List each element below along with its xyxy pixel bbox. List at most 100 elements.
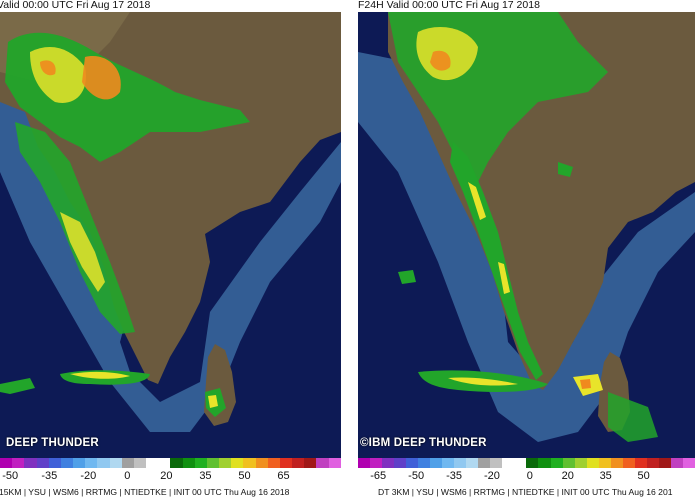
left-panel-title: Valid 00:00 UTC Fri Aug 17 2018	[0, 0, 151, 11]
colorbar-tick-label: -20	[80, 470, 97, 482]
left-colorbar-ticks: -50 -35 -20 0 20 35 50 65	[0, 470, 341, 482]
colorbar-tick-label: -35	[41, 470, 58, 482]
colorbar-tick-label: 0	[526, 470, 533, 482]
colorbar-swatch	[0, 458, 13, 468]
colorbar-swatch	[406, 458, 419, 468]
colorbar-swatch	[394, 458, 407, 468]
colorbar-swatch	[279, 458, 293, 468]
radar-echo-core-2	[430, 50, 451, 71]
right-radar-map	[358, 12, 695, 458]
colorbar-swatch	[158, 458, 171, 468]
colorbar-swatch	[243, 458, 256, 468]
radar-echo-coast-core-1	[468, 182, 486, 220]
radar-echo-sri-lanka-core	[580, 379, 591, 389]
colorbar-swatch	[622, 458, 635, 468]
colorbar-swatch	[133, 458, 147, 468]
colorbar-tick-label: -35	[446, 470, 462, 482]
colorbar-swatch	[231, 458, 244, 468]
colorbar-swatch	[292, 458, 305, 468]
colorbar-tick-label: -65	[370, 470, 387, 482]
panel-divider	[341, 0, 358, 500]
colorbar-swatch	[48, 458, 61, 468]
colorbar-swatch	[24, 458, 37, 468]
colorbar-swatch	[550, 458, 563, 468]
colorbar-swatch	[60, 458, 74, 468]
radar-echo-core-1	[416, 27, 478, 81]
colorbar-swatch	[526, 458, 539, 468]
colorbar-tick-label: 0	[124, 470, 131, 482]
radar-echo-offshore	[398, 270, 416, 284]
colorbar-tick-label: -20	[484, 470, 500, 482]
colorbar-tick-label: -50	[408, 470, 425, 482]
left-colorbar	[0, 458, 341, 468]
colorbar-swatch	[658, 458, 671, 468]
colorbar-swatch	[182, 458, 195, 468]
colorbar-swatch	[328, 458, 341, 468]
right-colorbar	[358, 458, 695, 468]
right-colorbar-ticks: -65 -50 -35 -20 0 20 35 50	[358, 470, 695, 482]
colorbar-tick-label: -50	[2, 470, 19, 482]
colorbar-tick-label: 20	[160, 470, 173, 482]
colorbar-swatch	[304, 458, 317, 468]
colorbar-swatch	[538, 458, 551, 468]
left-radar-map	[0, 12, 341, 458]
colorbar-swatch	[466, 458, 479, 468]
colorbar-swatch	[12, 458, 25, 468]
radar-echo-band-core	[448, 377, 518, 386]
left-forecast-panel: Valid 00:00 UTC Fri Aug 17 2018 DEEP THU…	[0, 0, 341, 500]
radar-echo-west-coast	[450, 142, 543, 380]
colorbar-swatch	[36, 458, 49, 468]
colorbar-swatch	[430, 458, 443, 468]
colorbar-swatch	[670, 458, 683, 468]
colorbar-swatch	[502, 458, 515, 468]
colorbar-tick-label: 35	[199, 470, 212, 482]
colorbar-swatch	[97, 458, 110, 468]
colorbar-swatch	[121, 458, 134, 468]
colorbar-swatch	[316, 458, 329, 468]
colorbar-swatch	[73, 458, 86, 468]
colorbar-swatch	[255, 458, 268, 468]
radar-echo-core-3	[40, 60, 56, 76]
colorbar-swatch	[682, 458, 695, 468]
colorbar-swatch	[586, 458, 599, 468]
right-footer: DT 3KM | YSU | WSM6 | RRTMG | NTIEDTKE |…	[378, 487, 673, 497]
right-forecast-panel: F24H Valid 00:00 UTC Fri Aug 17 2018 ©IB…	[358, 0, 695, 500]
radar-echo-inland	[558, 162, 573, 177]
colorbar-swatch	[85, 458, 98, 468]
colorbar-swatch	[194, 458, 207, 468]
colorbar-swatch	[206, 458, 220, 468]
colorbar-swatch	[267, 458, 280, 468]
radar-echo-southeast	[608, 392, 658, 442]
radar-echo-sri-lanka-core	[208, 395, 218, 408]
colorbar-swatch	[490, 458, 503, 468]
colorbar-swatch	[454, 458, 467, 468]
radar-echo-coast-core-2	[498, 262, 510, 294]
colorbar-tick-label: 50	[238, 470, 251, 482]
colorbar-tick-label: 50	[637, 470, 650, 482]
colorbar-swatch	[219, 458, 232, 468]
radar-echo-coast-core	[60, 212, 105, 292]
colorbar-swatch	[418, 458, 431, 468]
colorbar-swatch	[646, 458, 659, 468]
colorbar-swatch	[442, 458, 455, 468]
colorbar-swatch	[109, 458, 122, 468]
radar-echo-core-2	[82, 56, 121, 100]
colorbar-swatch	[170, 458, 183, 468]
colorbar-swatch	[610, 458, 623, 468]
left-footer: 15KM | YSU | WSM6 | RRTMG | NTIEDTKE | I…	[0, 487, 290, 497]
left-watermark: DEEP THUNDER	[6, 437, 99, 449]
colorbar-swatch	[574, 458, 587, 468]
right-watermark: ©IBM DEEP THUNDER	[360, 437, 487, 449]
colorbar-tick-label: 65	[277, 470, 290, 482]
colorbar-tick-label: 20	[561, 470, 574, 482]
colorbar-swatch	[382, 458, 395, 468]
colorbar-swatch	[514, 458, 527, 468]
right-panel-title: F24H Valid 00:00 UTC Fri Aug 17 2018	[358, 0, 540, 11]
colorbar-tick-label: 35	[599, 470, 612, 482]
radar-echo-west-edge	[0, 378, 35, 394]
colorbar-swatch	[370, 458, 383, 468]
colorbar-swatch	[146, 458, 159, 468]
colorbar-swatch	[634, 458, 647, 468]
colorbar-swatch	[598, 458, 611, 468]
radar-echo-band-core	[70, 371, 130, 379]
